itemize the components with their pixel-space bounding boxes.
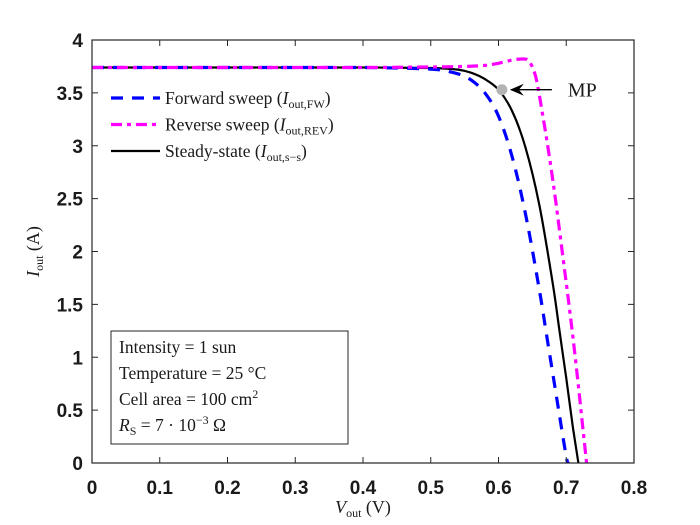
legend-label: Reverse sweep (Iout,REV) xyxy=(165,115,334,138)
x-tick-label: 0.7 xyxy=(553,478,579,499)
series-line-reverse-sweep xyxy=(92,57,589,463)
x-tick-label: 0.1 xyxy=(147,478,174,499)
x-tick-label: 0.2 xyxy=(214,478,240,499)
mp-arrow-head-icon xyxy=(509,83,524,96)
info-line: RS = 7 · 10−3 Ω xyxy=(118,413,226,438)
y-tick-label: 1 xyxy=(72,348,83,369)
mp-label: MP xyxy=(568,80,597,102)
legend-entry: Forward sweep (Iout,FW) xyxy=(111,88,331,111)
max-power-point-marker xyxy=(496,84,508,96)
info-box-frame xyxy=(110,330,349,445)
info-line: Temperature = 25 °C xyxy=(119,363,266,383)
y-axis-label: Iout (A) xyxy=(23,226,46,278)
info-box: Intensity = 1 sun Temperature = 25 °C Cell… xyxy=(110,330,349,445)
y-tick-label: 1.5 xyxy=(57,295,84,316)
x-axis-label: Vout (V) xyxy=(335,497,391,520)
y-tick-label: 3.5 xyxy=(57,84,84,105)
y-tick-label: 4 xyxy=(72,31,83,52)
y-tick-label: 2.5 xyxy=(57,190,84,211)
y-tick-label: 0 xyxy=(72,454,83,475)
series-line-forward-sweep xyxy=(92,65,570,463)
legend: Forward sweep (Iout,FW) Reverse sweep (Io… xyxy=(111,88,334,164)
info-line: Cell area = 100 cm2 xyxy=(119,387,258,409)
info-line: Intensity = 1 sun xyxy=(119,337,237,357)
legend-entry: Reverse sweep (Iout,REV) xyxy=(111,115,334,138)
x-tick-label: 0.8 xyxy=(621,478,647,499)
x-tick-label: 0.5 xyxy=(418,478,445,499)
x-tick-label: 0.3 xyxy=(282,478,308,499)
legend-label: Steady-state (Iout,s−s) xyxy=(165,141,307,164)
annotation-layer: MP xyxy=(496,80,597,102)
x-tick-label: 0 xyxy=(87,478,98,499)
y-tick-label: 2 xyxy=(72,243,83,264)
ticks-layer: 0 0.1 0.2 0.3 0.4 0.5 0.6 0.7 0.8 0 0.5 1 1.5 2 2.5 3 3.… xyxy=(57,31,648,499)
legend-entry: Steady-state (Iout,s−s) xyxy=(111,141,307,164)
x-tick-label: 0.4 xyxy=(350,478,377,499)
y-tick-label: 0.5 xyxy=(57,401,84,422)
series-layer xyxy=(92,57,589,463)
legend-label: Forward sweep (Iout,FW) xyxy=(165,88,331,111)
y-tick-label: 3 xyxy=(72,137,83,158)
x-tick-label: 0.6 xyxy=(485,478,511,499)
